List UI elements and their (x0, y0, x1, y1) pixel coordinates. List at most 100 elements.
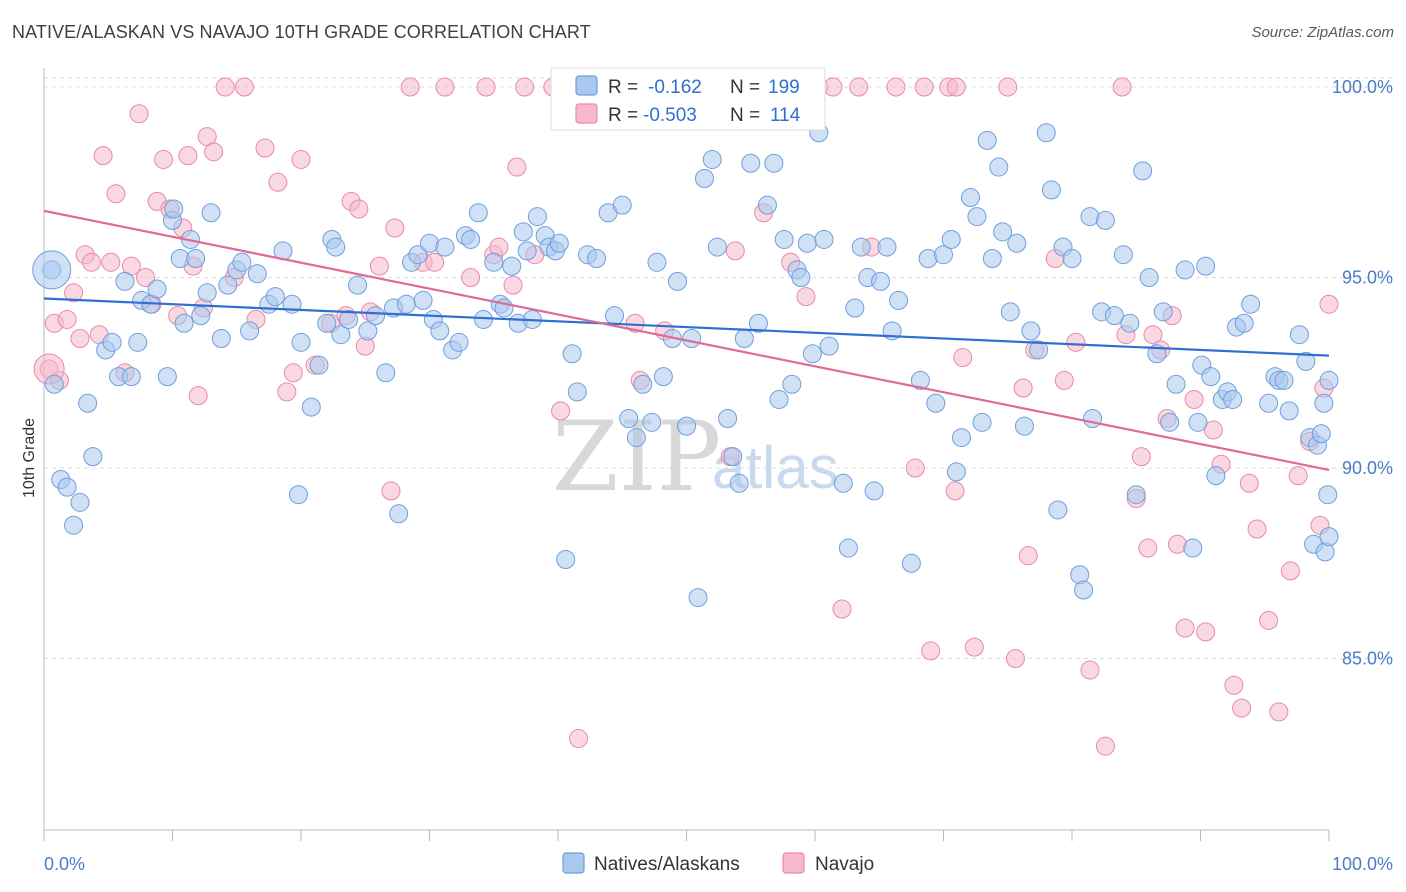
natives-alaskans-point (376, 363, 396, 383)
navajo-point (1288, 466, 1308, 486)
navajo-point (1005, 649, 1025, 669)
natives-alaskans-point (1188, 412, 1208, 432)
natives-alaskans-point (1206, 466, 1226, 486)
navajo-point (551, 401, 571, 421)
navajo-point (283, 363, 303, 383)
source-label: Source: ZipAtlas.com (1251, 24, 1394, 41)
navajo-point (1066, 332, 1086, 352)
navajo-point (129, 104, 149, 124)
natives-alaskans-point (186, 249, 206, 268)
navajo-point (57, 309, 77, 329)
natives-alaskans-point (232, 252, 252, 272)
navajo-point (136, 268, 156, 288)
natives-alaskans-point (1160, 412, 1180, 432)
natives-alaskans-point (64, 515, 84, 535)
navajo-point (435, 77, 455, 97)
natives-alaskans-point (1166, 374, 1186, 394)
natives-alaskans-point (1175, 260, 1195, 280)
natives-alaskans-point (291, 332, 311, 352)
navajo-point (234, 77, 254, 97)
natives-alaskans-point (871, 271, 891, 291)
navajo-point (945, 481, 965, 501)
navajo-point (385, 218, 405, 238)
navajo-trend-line (43, 209, 1330, 472)
natives-alaskans-point (339, 309, 359, 329)
natives-alaskans-point (473, 309, 493, 329)
stats-r-label-pink: R = (608, 105, 638, 126)
natives-alaskans-point (430, 321, 450, 341)
natives-alaskans-point (612, 195, 632, 215)
natives-alaskans-point (1104, 306, 1124, 326)
stats-r-value-blue: -0.162 (648, 77, 702, 98)
stats-n-value-blue: 199 (768, 77, 800, 98)
y-tick-label: 85.0% (1342, 649, 1393, 669)
natives-alaskans-point (265, 287, 285, 307)
natives-alaskans-point (128, 332, 148, 352)
natives-alaskans-point (934, 245, 953, 265)
natives-alaskans-point (1014, 416, 1034, 436)
navajo-point (1054, 370, 1074, 390)
natives-alaskans-point (1095, 210, 1115, 230)
natives-alaskans-point (247, 264, 267, 284)
navajo-point (215, 77, 235, 97)
natives-alaskans-point (1120, 313, 1140, 333)
natives-alaskans-point (191, 306, 211, 326)
natives-alaskans-point (408, 245, 428, 265)
natives-alaskans-point (164, 199, 184, 219)
natives-alaskans-point (317, 313, 337, 333)
natives-alaskans-point (993, 222, 1013, 242)
stats-swatch-pink (575, 103, 598, 124)
natives-alaskans-point (688, 588, 708, 608)
natives-alaskans-point (556, 549, 576, 569)
natives-alaskans-point (877, 237, 897, 257)
natives-alaskans-point (977, 130, 997, 150)
navajo-point (188, 386, 208, 406)
natives-alaskans-point (201, 203, 221, 223)
navajo-point (1138, 538, 1158, 558)
natives-alaskans-point (396, 294, 416, 314)
natives-alaskans-point (814, 229, 834, 249)
natives-alaskans-point (626, 428, 646, 448)
natives-alaskans-point (1279, 401, 1299, 421)
natives-alaskans-point (240, 321, 260, 341)
natives-alaskans-point (1289, 325, 1309, 345)
natives-alaskans-point (70, 492, 90, 512)
legend: Natives/Alaskans Navajo (562, 852, 874, 875)
navajo-point (515, 77, 535, 97)
natives-alaskans-point (851, 237, 871, 257)
natives-alaskans-point (301, 397, 321, 417)
natives-alaskans-point (668, 271, 688, 291)
natives-alaskans-point (864, 481, 884, 501)
navajo-point (1013, 378, 1033, 398)
natives-alaskans-point (1311, 424, 1331, 444)
natives-alaskans-point (748, 313, 768, 333)
natives-alaskans-point (157, 367, 177, 387)
navajo-point (886, 77, 906, 97)
navajo-point (1239, 473, 1259, 493)
natives-alaskans-point (484, 252, 504, 272)
natives-alaskans-point (741, 153, 761, 173)
x-tick-label-min: 0.0% (44, 854, 85, 874)
natives-alaskans-point (647, 252, 667, 272)
navajo-point (921, 641, 941, 661)
natives-alaskans-point (797, 233, 817, 253)
natives-alaskans-point (413, 290, 433, 310)
natives-alaskans-point (44, 374, 64, 394)
natives-alaskans-point (147, 279, 167, 299)
natives-alaskans-point (218, 275, 238, 295)
navajo-point (905, 458, 925, 478)
natives-alaskans-point (348, 275, 368, 295)
natives-alaskans-point (461, 229, 481, 249)
navajo-point (1131, 447, 1151, 467)
natives-alaskans-point (1319, 370, 1339, 390)
natives-alaskans-point (633, 374, 653, 394)
natives-alaskans-point (946, 462, 966, 482)
natives-alaskans-point (941, 229, 961, 249)
natives-alaskans-point (517, 241, 537, 261)
natives-alaskans-point (702, 149, 722, 169)
natives-alaskans-point (211, 329, 231, 349)
natives-alaskans-point (1201, 367, 1221, 387)
natives-alaskans-point (707, 237, 727, 257)
x-tick-label-max: 100.0% (1332, 854, 1393, 874)
navajo-point (1080, 660, 1100, 680)
